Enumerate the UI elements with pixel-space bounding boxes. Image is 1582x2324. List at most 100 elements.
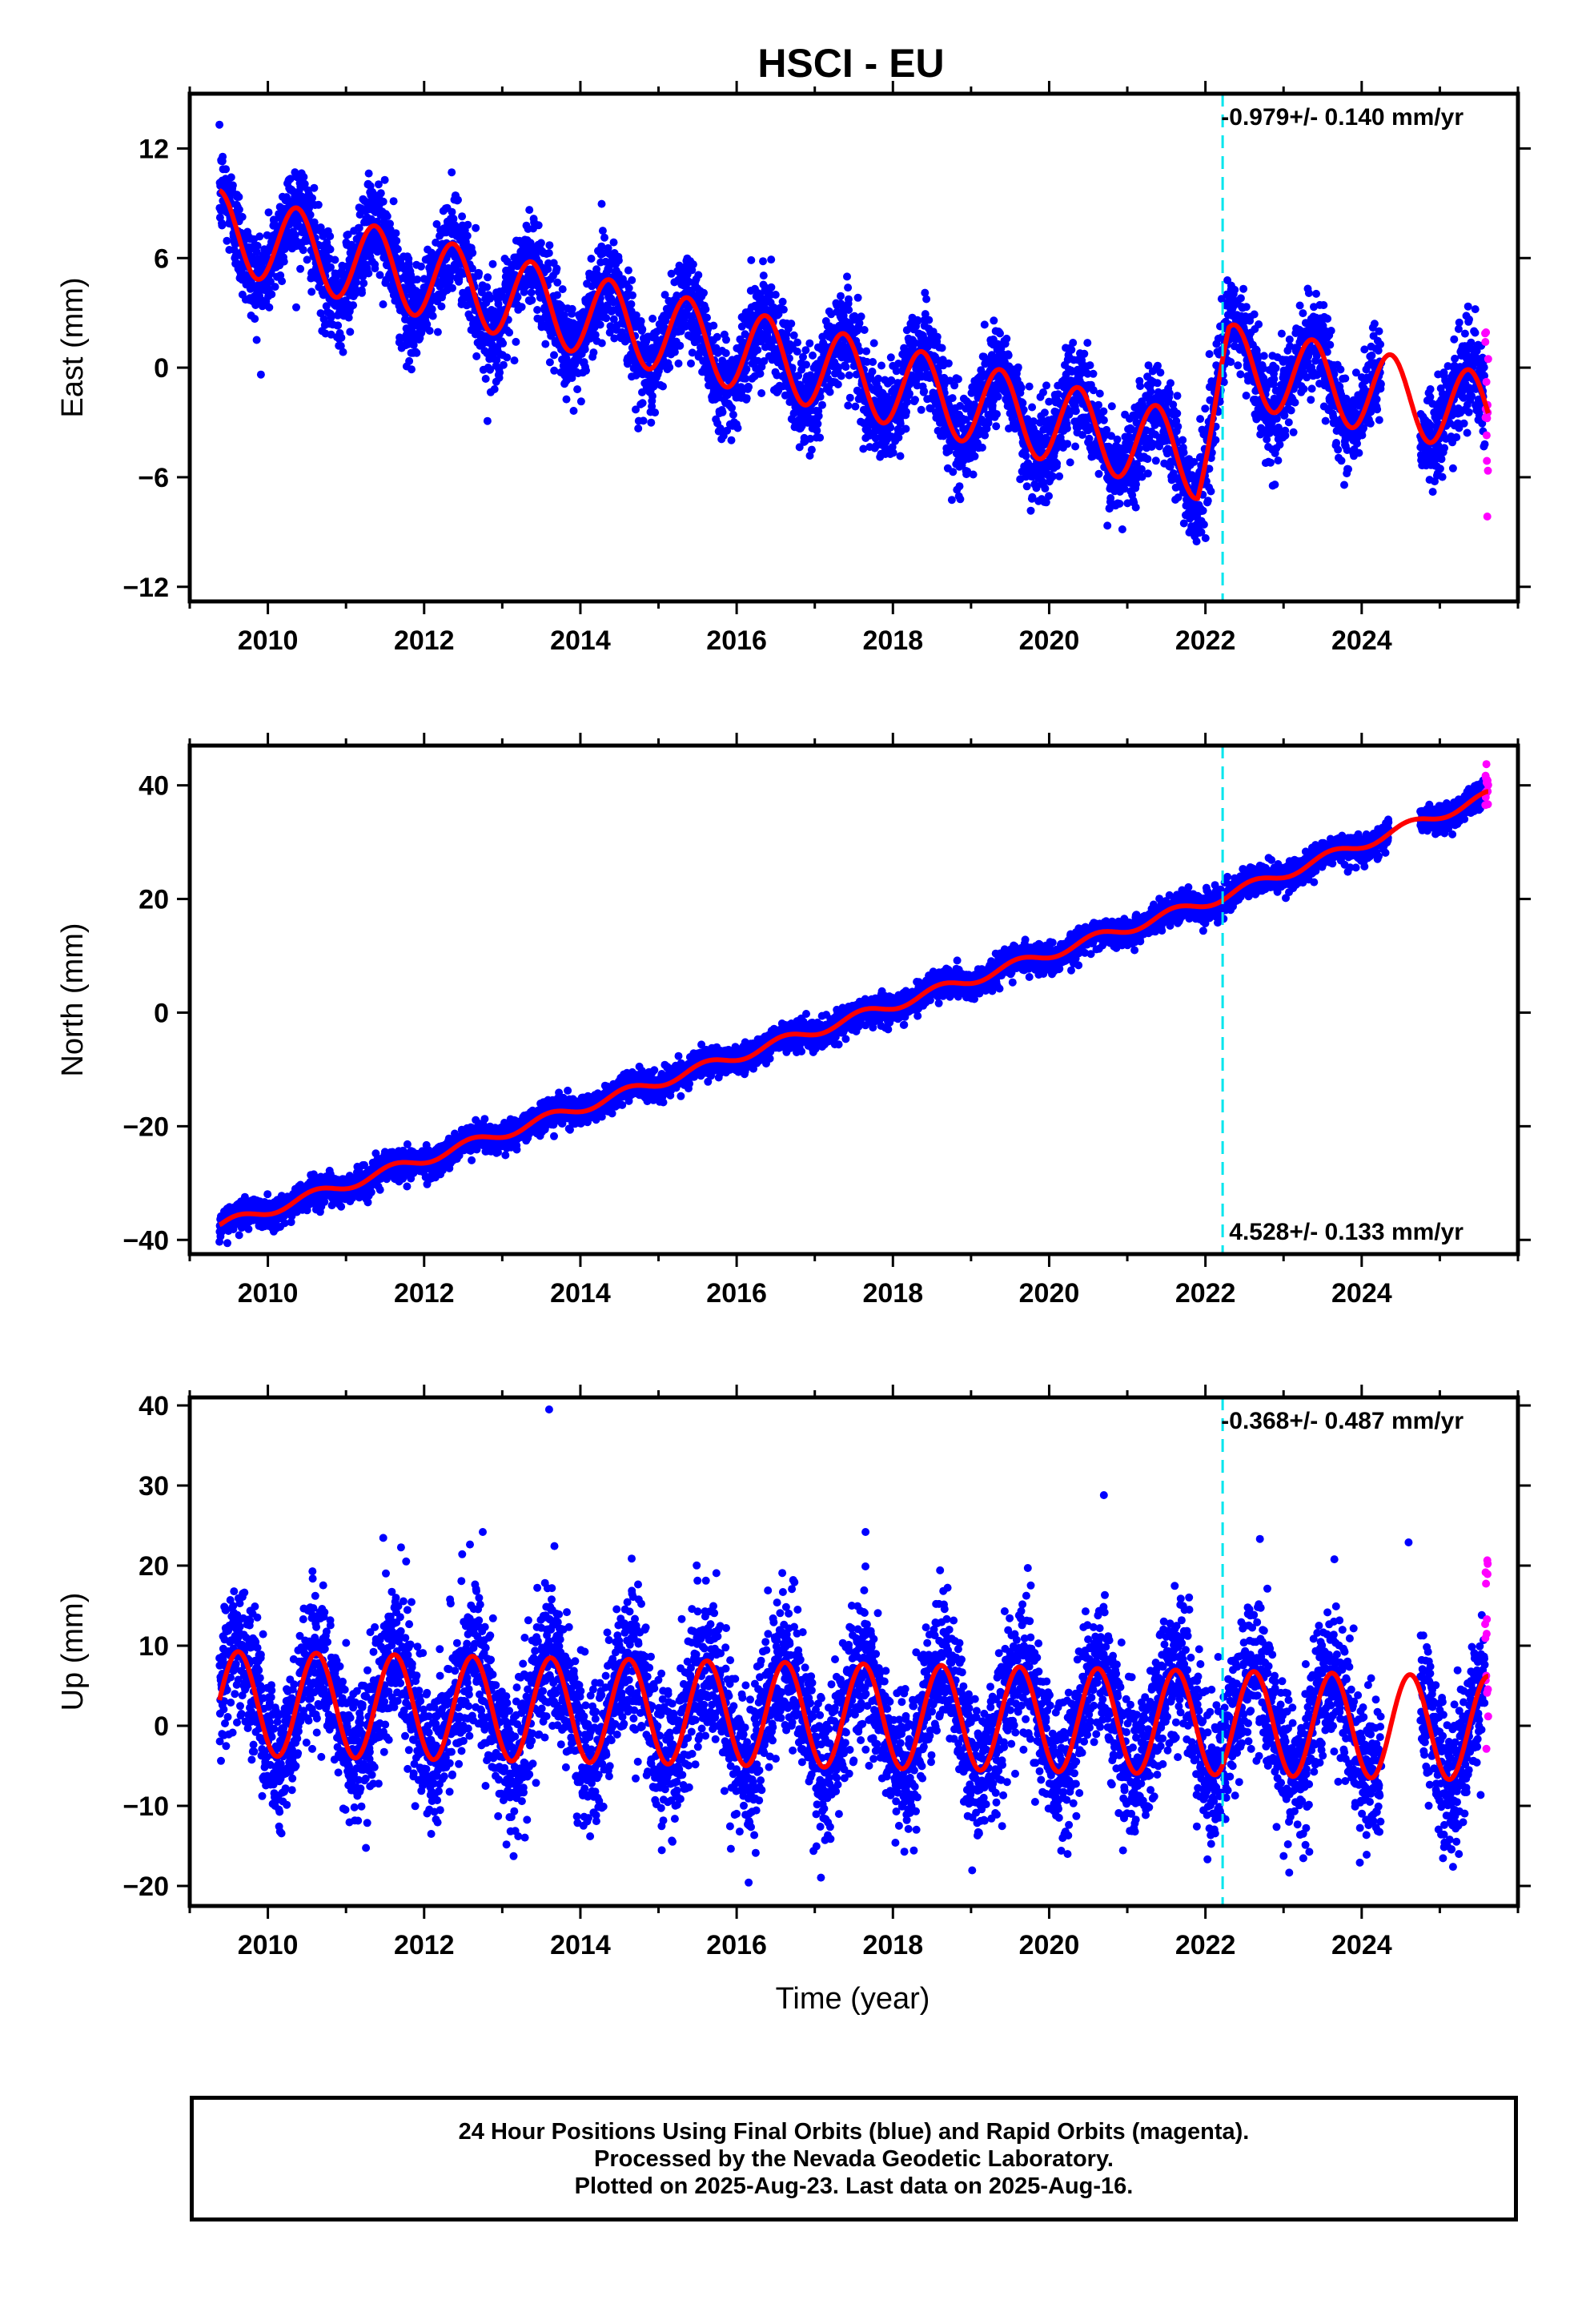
final-point — [628, 291, 636, 300]
final-point — [334, 321, 343, 330]
final-point — [552, 264, 561, 273]
final-point — [843, 272, 851, 281]
final-point — [1153, 379, 1162, 388]
final-point — [896, 452, 905, 460]
final-point — [1146, 388, 1155, 396]
final-point — [351, 289, 359, 298]
final-point — [886, 353, 895, 362]
final-point — [922, 295, 931, 304]
final-point — [1094, 400, 1102, 409]
final-point — [525, 206, 534, 215]
final-point — [636, 317, 645, 325]
final-point — [600, 233, 608, 242]
final-point — [336, 342, 345, 350]
final-point — [659, 382, 667, 391]
final-point — [801, 346, 810, 355]
final-point — [938, 344, 946, 352]
final-point — [326, 245, 335, 254]
final-point — [757, 389, 766, 397]
final-point — [379, 300, 387, 308]
final-point — [1002, 334, 1011, 343]
final-point — [437, 302, 446, 311]
final-point — [602, 314, 611, 323]
final-point — [252, 247, 261, 256]
final-point — [359, 279, 368, 287]
final-point — [1234, 361, 1243, 370]
final-point — [371, 264, 379, 273]
final-point — [1107, 402, 1116, 411]
final-point — [306, 211, 315, 219]
final-point — [428, 312, 437, 320]
final-point — [553, 291, 561, 300]
final-point — [285, 220, 294, 229]
final-point — [701, 305, 710, 314]
final-point — [1080, 349, 1089, 358]
final-point — [380, 175, 389, 184]
final-point — [389, 197, 398, 206]
final-point — [545, 358, 554, 367]
final-point — [391, 229, 400, 238]
final-point — [674, 359, 683, 368]
final-point — [1055, 472, 1064, 480]
final-point — [344, 313, 353, 322]
final-point — [1086, 361, 1094, 370]
final-point — [917, 405, 926, 414]
final-point — [845, 393, 854, 402]
final-point — [1239, 284, 1248, 293]
final-point — [513, 293, 522, 301]
final-point — [1004, 351, 1013, 360]
data-points-east — [215, 120, 1492, 546]
final-point — [442, 228, 451, 237]
final-point — [477, 288, 486, 297]
final-point — [628, 275, 636, 284]
final-point — [1099, 407, 1108, 416]
final-point — [647, 418, 656, 427]
final-point — [423, 320, 432, 328]
final-point — [1026, 506, 1035, 515]
final-point — [299, 173, 308, 181]
final-point — [874, 374, 882, 383]
final-point — [911, 396, 919, 404]
final-point — [314, 200, 323, 209]
final-point — [639, 416, 648, 425]
final-point — [582, 366, 590, 375]
final-point — [267, 290, 276, 299]
final-point — [379, 197, 387, 206]
final-point — [833, 380, 842, 388]
final-point — [1211, 436, 1220, 444]
final-point — [488, 259, 497, 268]
final-point — [860, 326, 869, 334]
final-point — [1203, 497, 1212, 505]
final-point — [818, 400, 826, 409]
final-point — [733, 424, 742, 432]
final-point — [990, 316, 998, 325]
final-point — [700, 288, 708, 297]
final-point — [634, 424, 643, 432]
final-point — [1174, 422, 1182, 431]
final-point — [327, 313, 335, 322]
final-point — [223, 236, 231, 245]
final-point — [1270, 375, 1279, 384]
final-point — [1199, 521, 1208, 529]
final-point — [222, 165, 231, 174]
final-point — [1025, 382, 1034, 391]
final-point — [598, 227, 607, 235]
final-point — [464, 220, 472, 229]
final-point — [492, 356, 501, 364]
final-point — [253, 241, 262, 250]
final-point — [228, 181, 237, 190]
final-point — [534, 221, 543, 230]
final-point — [627, 300, 636, 308]
final-point — [638, 399, 647, 408]
final-point — [591, 331, 600, 340]
final-point — [759, 257, 767, 266]
final-point — [499, 339, 508, 348]
final-point — [771, 291, 780, 299]
final-point — [933, 332, 942, 341]
final-point — [463, 231, 472, 240]
final-point — [339, 348, 347, 356]
final-point — [1173, 392, 1182, 400]
final-point — [1028, 403, 1037, 412]
final-point — [1154, 361, 1162, 370]
final-point — [793, 338, 801, 347]
